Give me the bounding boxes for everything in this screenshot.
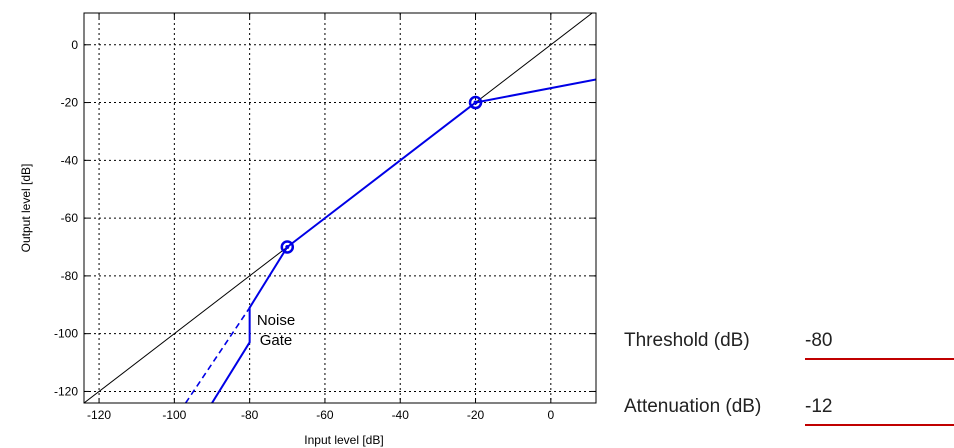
x-tick-label: -120 [87,408,111,422]
threshold-row: Threshold (dB) -80 [624,330,954,360]
series-line-solid-blue [211,78,596,403]
attenuation-value[interactable]: -12 [805,396,833,417]
x-tick-label: -80 [241,408,259,422]
y-tick-label: -100 [54,327,78,341]
y-tick-label: -60 [61,211,79,225]
x-tick-label: -40 [392,408,410,422]
attenuation-row: Attenuation (dB) -12 [624,396,954,426]
knee-marker-center [285,245,290,249]
y-tick-label: -40 [61,153,79,167]
series-line-dashed-blue [184,307,251,403]
compressor-chart: -120 -100 -80 -60 -40 -20 0 0 -20 -40 -60 -80 -100 -1… [19,12,597,447]
chart-svg: -120 -100 -80 -60 -40 -20 0 0 -20 -40 -60 -80 -100 -1… [19,12,597,447]
noise-gate-annotation: Noise [257,312,295,329]
x-tick-label: -60 [316,408,334,422]
knee-marker [280,240,295,254]
x-tick-label: -100 [162,408,186,422]
x-axis-label: Input level [dB] [304,433,383,447]
noise-gate-annotation: Gate [260,332,293,349]
y-tick-label: -80 [61,269,79,283]
y-tick-label: 0 [71,38,78,52]
knee-marker-center [473,100,478,105]
threshold-label: Threshold (dB) [624,330,750,351]
y-tick-label: -20 [61,96,79,110]
threshold-underline [805,358,954,360]
y-tick-label: -120 [54,384,78,398]
plot-frame [83,12,597,404]
attenuation-label: Attenuation (dB) [624,396,762,417]
knee-marker [468,95,483,110]
attenuation-underline [805,424,954,426]
y-axis-label: Output level [dB] [19,164,33,253]
x-tick-label: 0 [547,408,554,422]
x-tick-label: -20 [467,408,485,422]
threshold-value[interactable]: -80 [805,330,833,351]
